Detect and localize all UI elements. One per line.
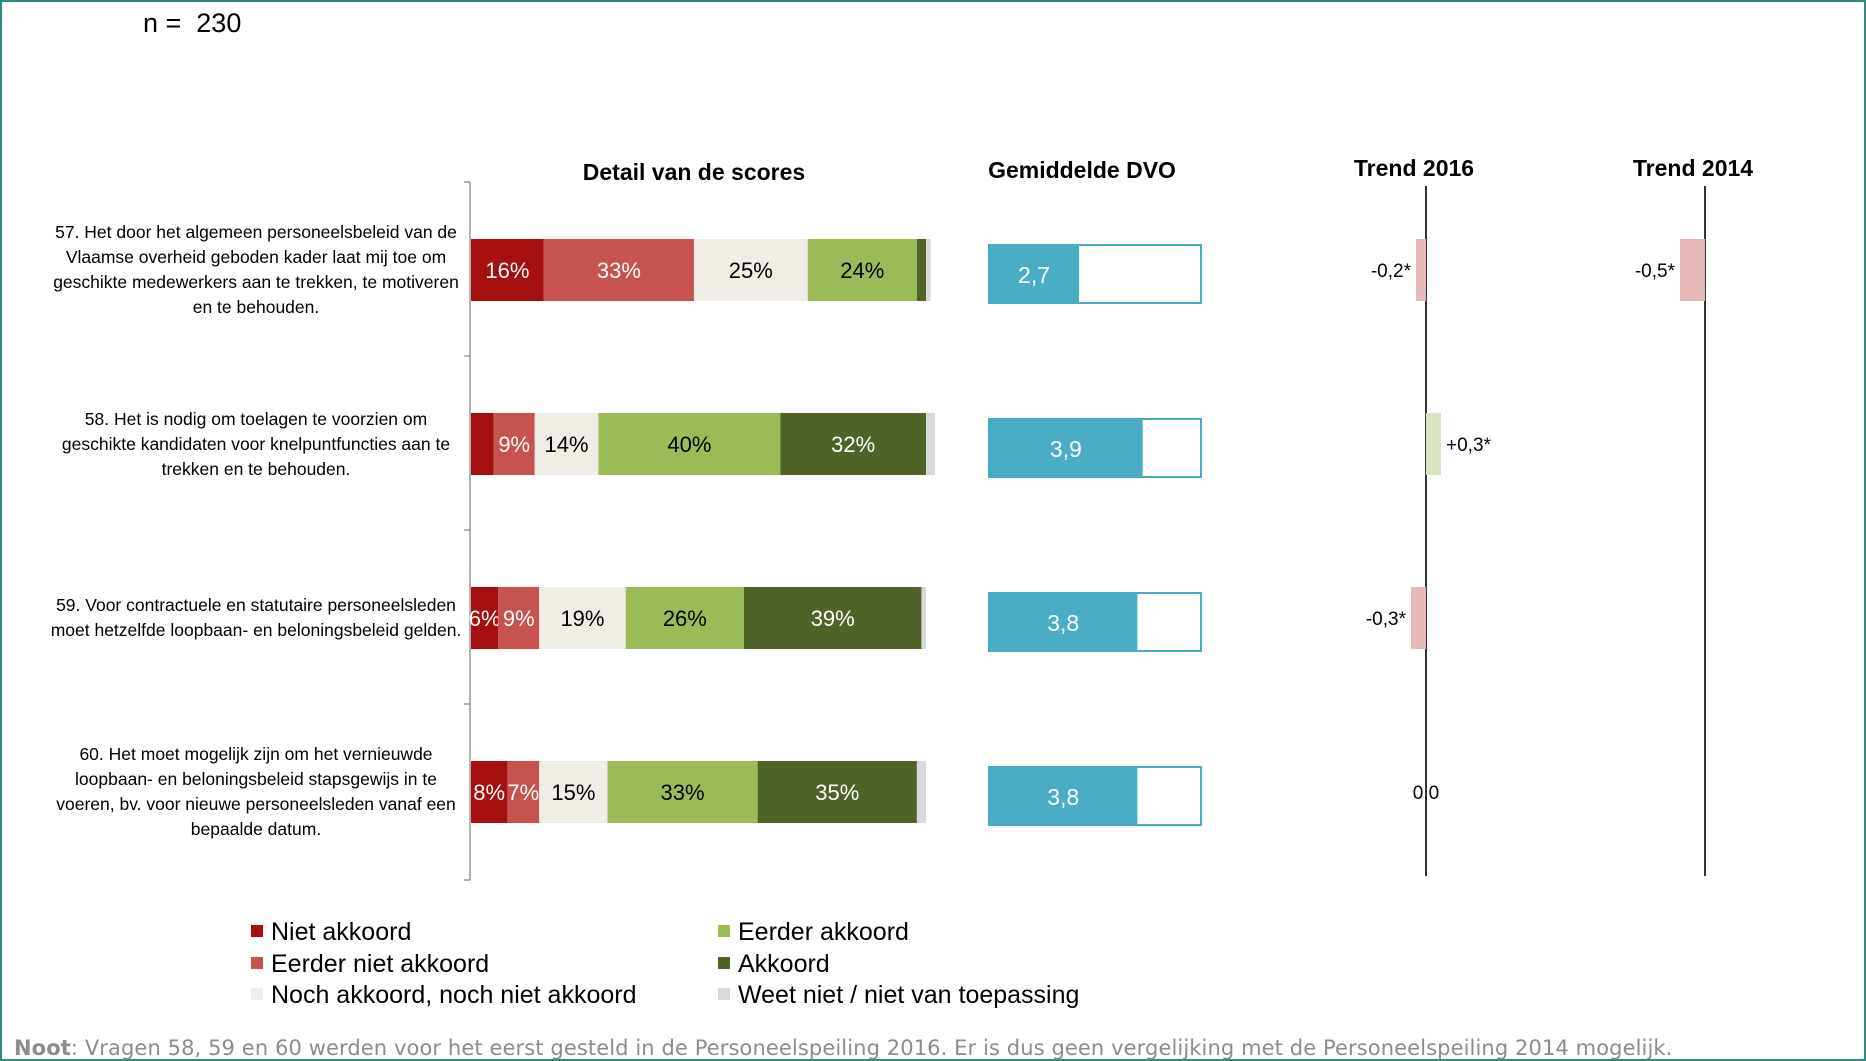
legend-swatch xyxy=(251,957,263,970)
bar-segment xyxy=(607,761,758,823)
trend-2016-label: +0,3* xyxy=(1446,435,1492,456)
question-label: 58. Het is nodig om toelagen te voorzien… xyxy=(61,408,451,479)
bar-segment xyxy=(498,587,540,649)
bar-segment xyxy=(543,239,694,301)
header-detail: Detail van de scores xyxy=(583,159,805,185)
bar-data-label: 8% xyxy=(473,780,505,805)
bar-segment xyxy=(926,239,931,301)
legend-item-akkoord: Akkoord xyxy=(718,950,830,979)
dvo-bar-fill xyxy=(989,767,1138,825)
trend-2016-label: -0,3* xyxy=(1366,609,1407,630)
stacked-bars: 16% 33% 25% 24%9% 14% 40% 32%6% 9% 19% 26% 39%8% 7%… xyxy=(469,239,936,823)
legend-label: Noch akkoord, noch niet akkoord xyxy=(271,981,637,1009)
bar-data-label: 6% xyxy=(469,606,501,631)
question-label: 60. Het moet mogelijk zijn om het vernie… xyxy=(56,744,456,839)
footnote-text: : Vragen 58, 59 en 60 werden voor het ee… xyxy=(70,1036,1673,1060)
trend-2016-bar xyxy=(1416,239,1426,301)
bar-data-label: 25% xyxy=(729,258,773,283)
bar-data-label: 33% xyxy=(661,780,705,805)
bar-segment xyxy=(539,587,626,649)
legend-swatch xyxy=(718,957,730,970)
dvo-value-label: 3,9 xyxy=(1050,436,1082,462)
bar-data-label: 35% xyxy=(815,780,859,805)
bar-data-label: 16% xyxy=(485,258,529,283)
sample-size-label: n = 230 xyxy=(143,8,242,38)
bar-segment xyxy=(598,413,781,475)
question-label: 59. Voor contractuele en statutaire pers… xyxy=(50,595,462,640)
bar-segment xyxy=(780,413,926,475)
legend-item-niet-akkoord: Niet akkoord xyxy=(251,918,411,947)
bar-segment xyxy=(807,239,917,301)
bar-segment xyxy=(534,413,599,475)
trend-2014-label: -0,5* xyxy=(1635,261,1676,282)
dvo-value-label: 2,7 xyxy=(1018,262,1050,288)
axis-layer xyxy=(464,181,471,881)
trend-2016-bar xyxy=(1426,413,1441,475)
bar-data-label: 14% xyxy=(545,432,589,457)
bar-segment xyxy=(471,413,494,475)
legend-item-eerder-akkoord: Eerder akkoord xyxy=(718,918,909,947)
bar-data-label: 9% xyxy=(498,432,530,457)
question-label: 57. Het door het algemeen personeelsbele… xyxy=(53,222,459,317)
dvo-value-label: 3,8 xyxy=(1047,784,1079,810)
dvo-bar-fill xyxy=(989,593,1138,651)
legend-item-noch: Noch akkoord, noch niet akkoord xyxy=(251,981,637,1010)
bar-segment xyxy=(757,761,917,823)
bar-segment xyxy=(471,587,499,649)
trend-2016-label: -0,2* xyxy=(1371,261,1412,282)
legend-swatch xyxy=(718,925,730,938)
legend-label: Eerder niet akkoord xyxy=(271,950,490,978)
dvo-bar-fill xyxy=(989,419,1143,477)
header-trend-2016: Trend 2016 xyxy=(1354,155,1474,181)
dvo-value-label: 3,8 xyxy=(1047,610,1079,636)
bar-segment xyxy=(625,587,744,649)
footnote: Noot: Vragen 58, 59 en 60 werden voor he… xyxy=(14,1036,1672,1060)
header-trend-2014: Trend 2014 xyxy=(1633,155,1753,181)
legend-swatch xyxy=(718,988,730,1001)
legend-label: Niet akkoord xyxy=(271,918,412,946)
bar-data-label: 39% xyxy=(811,606,855,631)
legend-label: Eerder akkoord xyxy=(738,918,909,946)
dvo-bars: 2,7 3,9 3,8 3,8 xyxy=(988,244,1202,826)
bar-data-label: 40% xyxy=(667,432,711,457)
bar-segment xyxy=(744,587,922,649)
bar-segment xyxy=(693,239,808,301)
bar-segment xyxy=(916,761,926,823)
bar-data-label: 26% xyxy=(663,606,707,631)
legend-swatch xyxy=(251,988,263,1001)
legend-label: Weet niet / niet van toepassing xyxy=(738,981,1080,1009)
bar-segment xyxy=(916,239,926,301)
bar-segment xyxy=(539,761,608,823)
legend-label: Akkoord xyxy=(738,950,830,978)
bar-segment xyxy=(493,413,535,475)
bar-segment xyxy=(471,761,508,823)
trend-2016-label: 0,0 xyxy=(1413,783,1439,804)
header-dvo: Gemiddelde DVO xyxy=(988,157,1176,183)
footnote-bold: Noot xyxy=(14,1036,71,1060)
bar-data-label: 33% xyxy=(597,258,641,283)
bar-data-label: 15% xyxy=(551,780,595,805)
bar-data-label: 24% xyxy=(840,258,884,283)
bar-data-label: 19% xyxy=(560,606,604,631)
bar-data-label: 32% xyxy=(831,432,875,457)
bar-segment xyxy=(471,239,544,301)
trend-bars: -0,2* +0,3* -0,3* 0,0 -0,5* xyxy=(1366,186,1706,876)
dvo-bar-fill xyxy=(989,245,1080,303)
bar-segment xyxy=(507,761,540,823)
bar-data-label: 9% xyxy=(503,606,535,631)
legend-item-eerder-niet-akkoord: Eerder niet akkoord xyxy=(251,950,489,979)
bar-segment xyxy=(921,587,926,649)
bar-segment xyxy=(926,413,936,475)
bar-data-label: 7% xyxy=(507,780,539,805)
trend-2014-bar xyxy=(1680,239,1705,301)
trend-2016-bar xyxy=(1411,587,1426,649)
legend-swatch xyxy=(251,925,263,938)
legend-item-weet-niet: Weet niet / niet van toepassing xyxy=(718,981,1079,1010)
